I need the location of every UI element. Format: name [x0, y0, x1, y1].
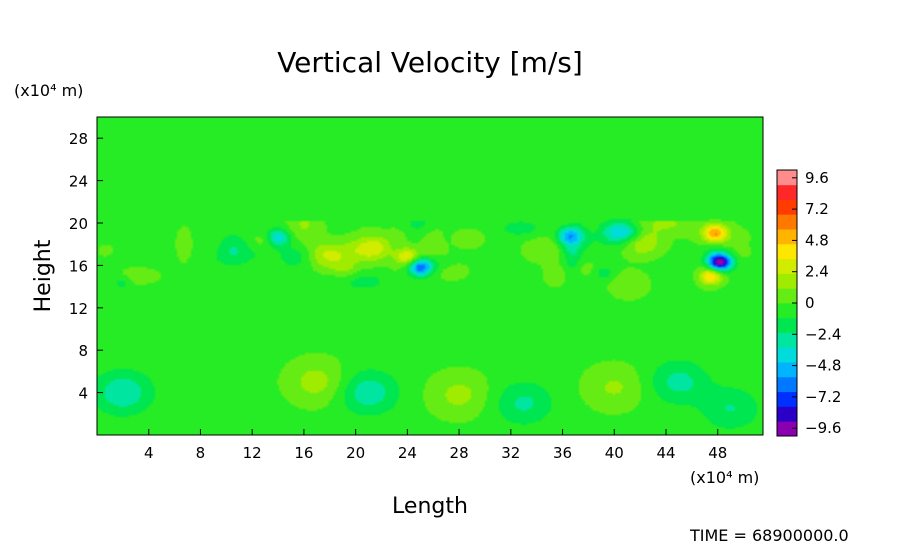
x-axis-unit: (x10⁴ m) — [690, 468, 759, 487]
colorbar-segment — [777, 376, 797, 393]
colorbar-segment — [777, 347, 797, 363]
x-tick-label: 36 — [553, 444, 572, 462]
x-tick-label: 4 — [144, 444, 154, 462]
colorbar-segment — [777, 199, 797, 215]
colorbar-segment — [777, 303, 797, 319]
colorbar-tick-label: 9.6 — [805, 169, 829, 187]
chart-title: Vertical Velocity [m/s] — [277, 46, 583, 79]
colorbar-tick-label: 0 — [805, 294, 815, 312]
y-tick-label: 8 — [78, 342, 88, 360]
colorbar-segment — [777, 391, 797, 407]
x-tick-label: 8 — [196, 444, 206, 462]
x-tick-label: 16 — [294, 444, 313, 462]
y-tick-label: 16 — [69, 257, 88, 275]
heatmap-field — [97, 117, 763, 435]
x-tick-label: 48 — [708, 444, 727, 462]
colorbar-segment — [777, 170, 797, 186]
colorbar-segment — [777, 258, 797, 274]
colorbar-tick-label: −7.2 — [805, 388, 841, 406]
x-tick-label: 20 — [346, 444, 365, 462]
time-label: TIME = 68900000.0 — [689, 526, 849, 544]
colorbar-segment — [777, 214, 797, 230]
colorbar-segment — [777, 273, 797, 289]
x-tick-label: 32 — [501, 444, 520, 462]
x-axis-label: Length — [392, 494, 468, 519]
colorbar-segment — [777, 229, 797, 245]
colorbar-tick-label: 4.8 — [805, 231, 829, 249]
colorbar-tick-label: 2.4 — [805, 263, 829, 281]
y-tick-label: 4 — [78, 385, 88, 403]
colorbar-segment — [777, 243, 797, 260]
y-tick-label: 24 — [69, 173, 88, 191]
colorbar-segment — [777, 288, 797, 304]
x-tick-label: 40 — [605, 444, 624, 462]
colorbar-tick-label: −9.6 — [805, 419, 841, 437]
x-tick-label: 28 — [450, 444, 469, 462]
colorbar-segment — [777, 421, 797, 437]
colorbar-segment — [777, 362, 797, 378]
colorbar-ticks: 9.6 7.2 4.8 2.4 0 −2.4 −4.8 −7.2 −9.6 — [792, 169, 841, 437]
colorbar-segment — [777, 332, 797, 348]
y-tick-label: 28 — [69, 130, 88, 148]
x-tick-label: 12 — [243, 444, 262, 462]
colorbar-segment — [777, 406, 797, 422]
y-tick-label: 12 — [69, 300, 88, 318]
x-tick-label: 44 — [656, 444, 675, 462]
x-axis: 4 8 12 16 20 24 28 32 36 40 44 48 — [144, 429, 727, 462]
plot-frame — [96, 116, 764, 436]
colorbar-segment — [777, 184, 797, 200]
y-axis-unit: (x10⁴ m) — [14, 81, 83, 100]
y-axis-label: Height — [31, 239, 56, 312]
colorbar-tick-label: −4.8 — [805, 357, 841, 375]
colorbar-segment — [777, 317, 797, 333]
colorbar-tick-label: 7.2 — [805, 200, 829, 218]
y-axis: 4 8 12 16 20 24 28 — [69, 130, 103, 403]
x-tick-label: 24 — [398, 444, 417, 462]
colorbar — [776, 169, 798, 437]
y-tick-label: 20 — [69, 215, 88, 233]
colorbar-tick-label: −2.4 — [805, 325, 841, 343]
